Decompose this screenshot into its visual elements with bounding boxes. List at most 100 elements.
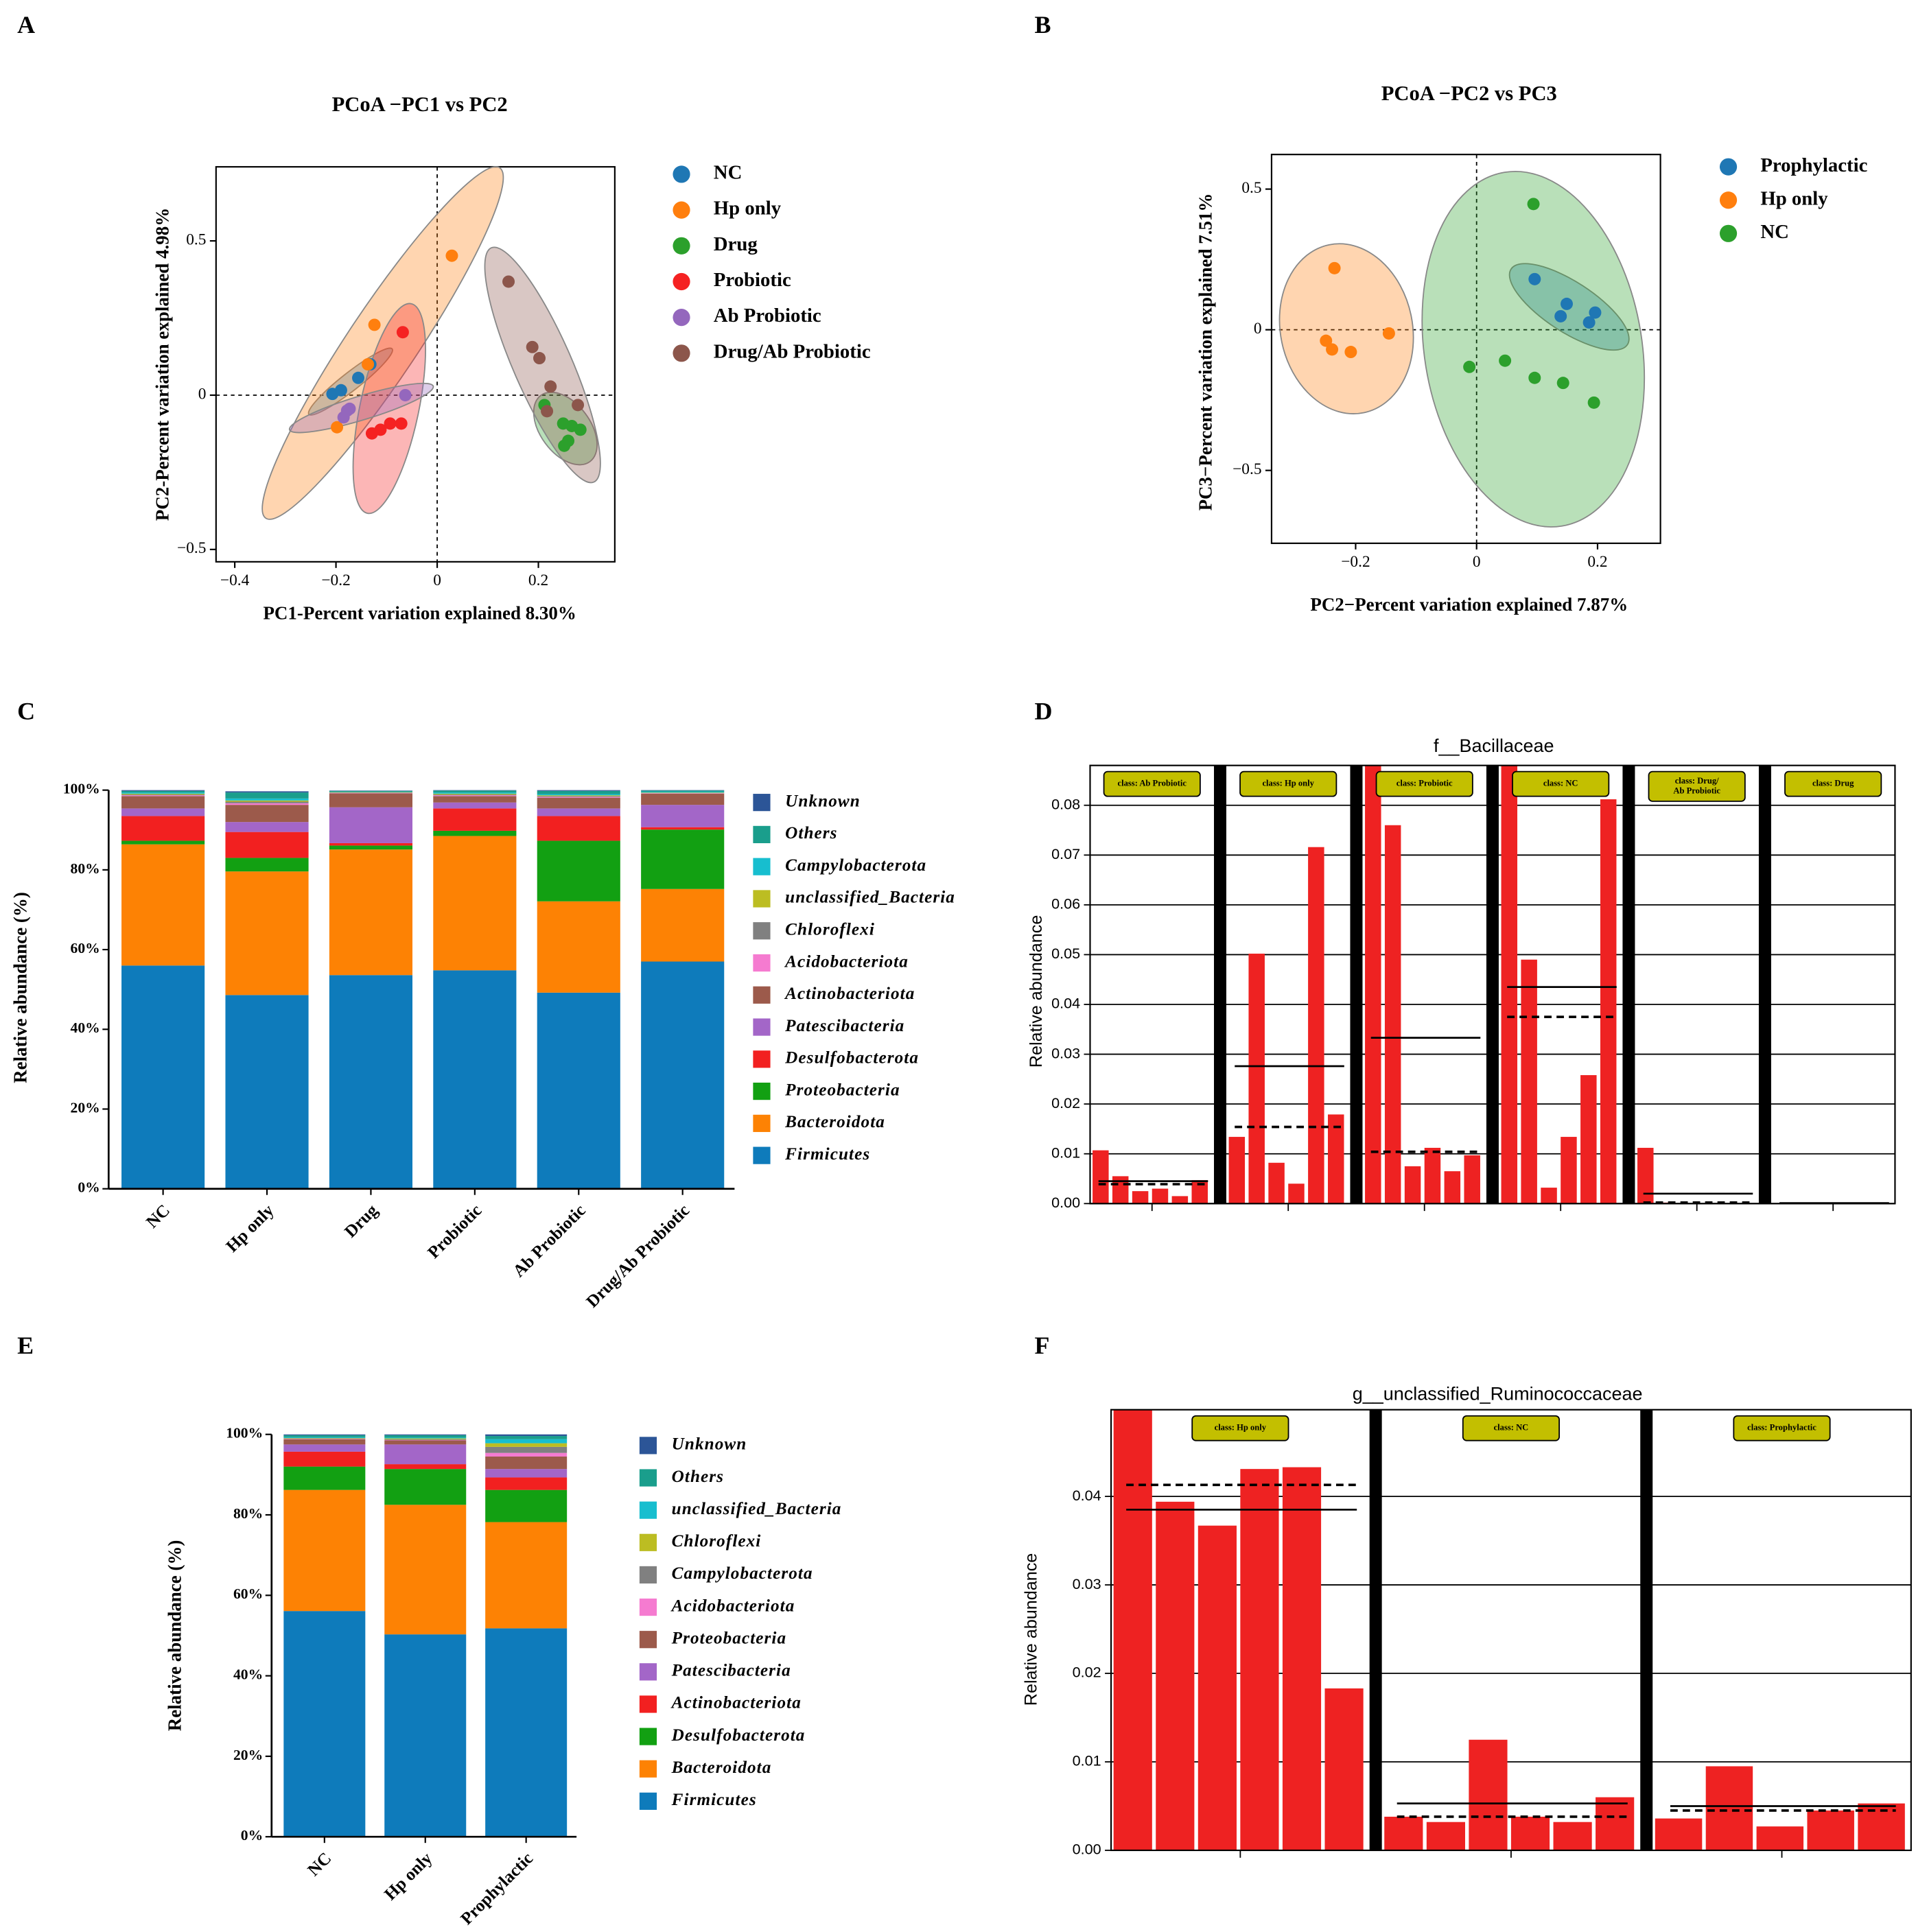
legend-label: Patescibacteria bbox=[671, 1662, 791, 1680]
bar bbox=[1404, 1166, 1421, 1204]
y-tick-label: 0.00 bbox=[1051, 1194, 1080, 1211]
legend-label: Campylobacterota bbox=[785, 856, 926, 875]
panel: Fg__unclassified_Ruminococcaceae Relative… bbox=[1022, 1332, 1912, 1858]
bar bbox=[1384, 825, 1401, 1204]
legend-swatch bbox=[753, 890, 771, 908]
point bbox=[1561, 297, 1574, 310]
bar bbox=[1553, 1822, 1592, 1850]
bar-segment bbox=[537, 795, 620, 797]
y-axis-label: PC3−Percent variation explained 7.51% bbox=[1195, 193, 1216, 511]
legend-swatch bbox=[753, 922, 771, 940]
bar bbox=[1324, 1688, 1364, 1850]
confidence-ellipse bbox=[288, 382, 434, 434]
legend-label: Actinobacteriota bbox=[784, 985, 915, 1003]
legend-label: NC bbox=[714, 162, 743, 184]
bar-segment bbox=[433, 830, 517, 836]
bar-segment bbox=[283, 1435, 366, 1437]
class-label: Ab Probiotic bbox=[1673, 786, 1720, 795]
x-tick-label: 0 bbox=[1473, 553, 1481, 571]
bar-segment bbox=[641, 792, 725, 794]
bar-segment bbox=[225, 822, 309, 832]
legend-label: Firmicutes bbox=[784, 1145, 870, 1164]
class-label-box bbox=[1512, 770, 1610, 797]
y-axis-label: PC2-Percent variation explained 4.98% bbox=[152, 208, 172, 521]
bar-segment bbox=[329, 975, 413, 1189]
bar-segment bbox=[225, 800, 309, 802]
legend-label: unclassified_Bacteria bbox=[785, 888, 955, 907]
legend-label: Unknown bbox=[672, 1435, 747, 1454]
bar bbox=[1132, 1191, 1149, 1204]
point bbox=[399, 388, 412, 401]
bar-segment bbox=[384, 1440, 467, 1445]
bar-segment bbox=[485, 1456, 568, 1470]
legend-swatch bbox=[639, 1728, 657, 1745]
bar-segment bbox=[537, 992, 620, 1189]
y-axis-label: Relative abundance (%) bbox=[10, 892, 31, 1083]
class-label: class: NC bbox=[1543, 779, 1578, 788]
legend-swatch bbox=[1719, 224, 1738, 242]
legend-label: Chloroflexi bbox=[785, 921, 875, 939]
bar bbox=[1424, 1148, 1441, 1204]
bar-segment bbox=[283, 1444, 366, 1452]
legend-swatch bbox=[753, 1018, 771, 1036]
bar-segment bbox=[225, 803, 309, 805]
bar bbox=[1444, 1171, 1461, 1204]
point bbox=[352, 371, 365, 384]
bar-segment bbox=[485, 1434, 568, 1437]
legend-swatch bbox=[673, 344, 690, 362]
group-separator bbox=[1486, 765, 1499, 1204]
y-tick-label: 0.5 bbox=[186, 231, 206, 248]
point bbox=[526, 340, 539, 353]
class-label-box bbox=[1191, 1415, 1289, 1441]
legend-label: Campylobacterota bbox=[672, 1564, 813, 1583]
y-tick-label: 0.06 bbox=[1051, 895, 1080, 912]
legend-label: Drug/Ab Probiotic bbox=[714, 340, 871, 362]
bar-segment bbox=[433, 836, 517, 971]
legend-swatch bbox=[639, 1598, 657, 1616]
bar-segment bbox=[225, 801, 309, 803]
bar bbox=[1510, 1816, 1550, 1850]
bar-segment bbox=[329, 790, 413, 791]
legend-label: Hp only bbox=[714, 198, 782, 220]
point bbox=[502, 275, 515, 288]
plot-frame bbox=[215, 166, 616, 563]
legend-swatch bbox=[753, 1050, 771, 1068]
legend-label: Others bbox=[785, 824, 837, 843]
y-tick-label: 60% bbox=[71, 940, 100, 956]
point bbox=[533, 352, 546, 365]
bar-segment bbox=[283, 1437, 366, 1439]
bar-segment bbox=[283, 1611, 366, 1837]
group-separator bbox=[1640, 1409, 1653, 1850]
bar-segment bbox=[225, 805, 309, 823]
panel-letter: E bbox=[17, 1332, 34, 1359]
point bbox=[1527, 198, 1540, 211]
bar-segment bbox=[537, 796, 620, 797]
class-label-box bbox=[1375, 770, 1473, 797]
bar-segment bbox=[329, 793, 413, 808]
bar bbox=[1561, 1137, 1577, 1204]
bar-segment bbox=[641, 793, 725, 794]
point bbox=[1582, 316, 1596, 329]
point bbox=[331, 421, 344, 434]
bar-segment bbox=[433, 802, 517, 809]
bar-segment bbox=[283, 1451, 366, 1467]
bar-segment bbox=[384, 1469, 467, 1505]
point bbox=[1326, 343, 1339, 356]
bar-segment bbox=[537, 816, 620, 841]
bar-segment bbox=[433, 970, 517, 1189]
legend-swatch bbox=[639, 1469, 657, 1487]
y-tick-label: 0.02 bbox=[1073, 1664, 1101, 1681]
y-tick-label: 80% bbox=[233, 1505, 263, 1522]
point bbox=[1344, 346, 1357, 359]
panel-letter: C bbox=[17, 697, 35, 724]
legend-label: Drug bbox=[714, 233, 758, 255]
bar bbox=[1655, 1818, 1703, 1850]
legend-label: Proteobacteria bbox=[784, 1081, 900, 1099]
class-label-box bbox=[1648, 770, 1746, 802]
bar-segment bbox=[384, 1464, 467, 1470]
bar-segment bbox=[485, 1477, 568, 1490]
bar bbox=[1384, 1816, 1423, 1850]
class-label: class: Hp only bbox=[1215, 1423, 1267, 1433]
bar bbox=[1365, 765, 1381, 1204]
